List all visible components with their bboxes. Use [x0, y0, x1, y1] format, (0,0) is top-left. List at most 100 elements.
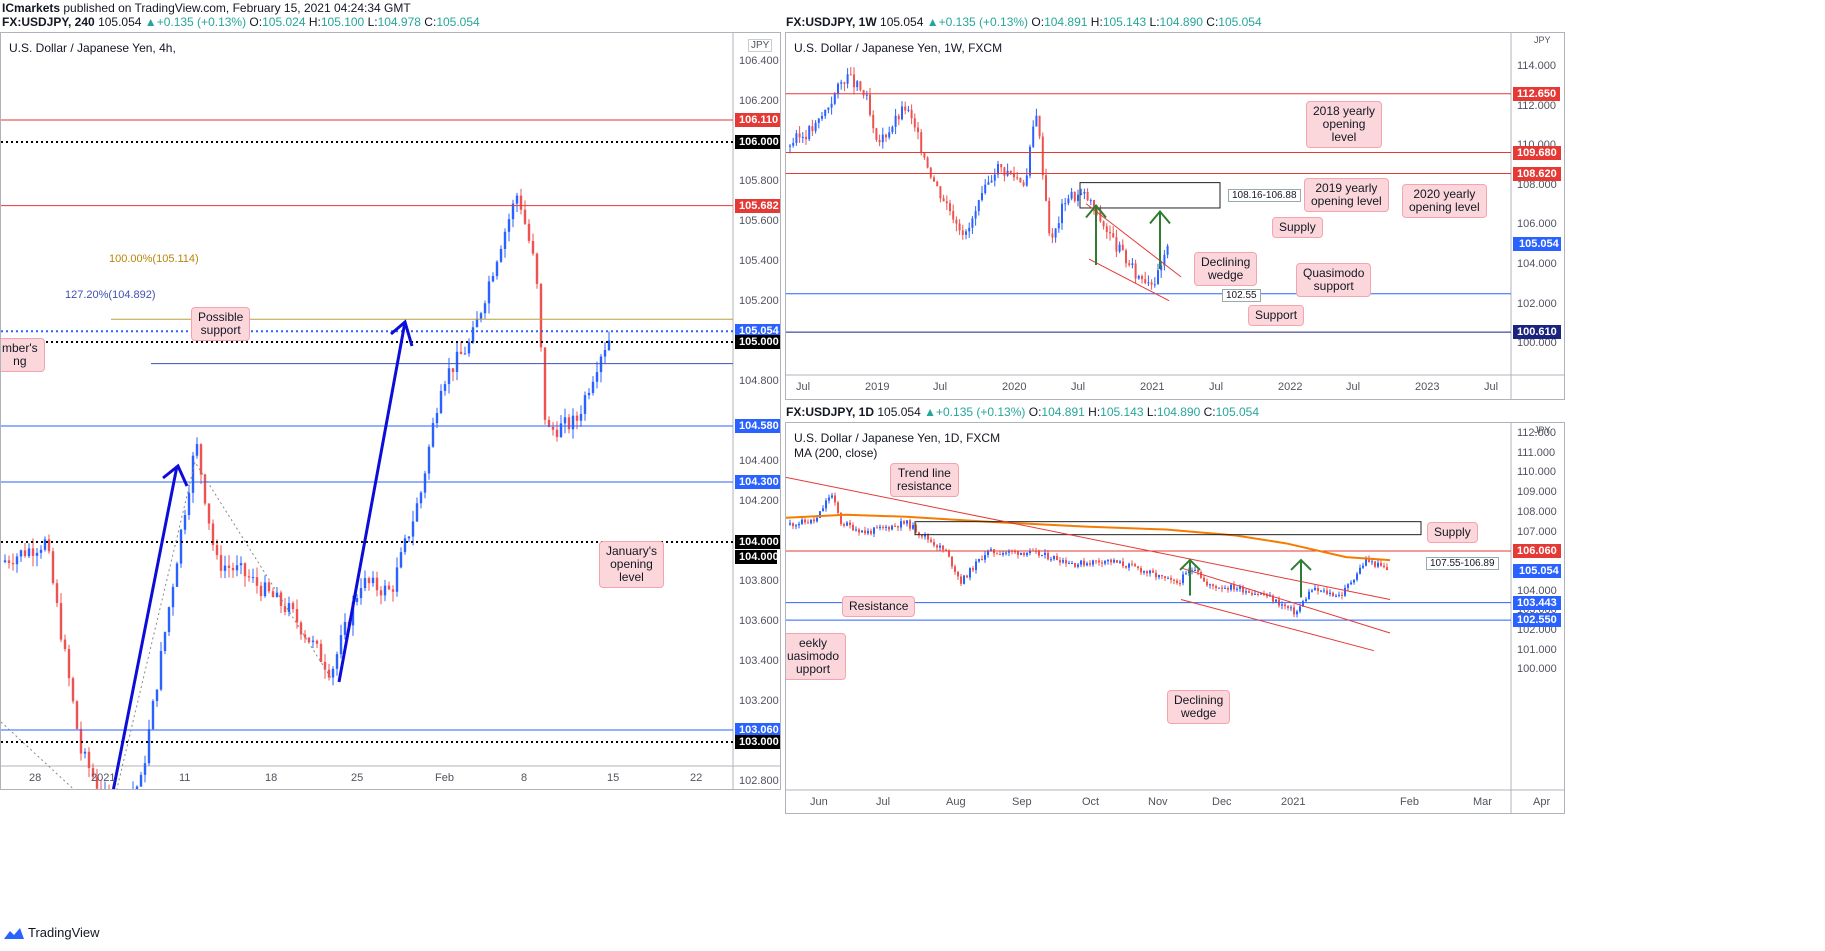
candle-body: [996, 553, 998, 555]
candle-body: [1158, 575, 1160, 578]
candle-body: [969, 568, 971, 578]
candle-body: [974, 211, 977, 219]
candle-body: [903, 521, 905, 524]
candle-body: [822, 508, 824, 512]
y-tick-label: 107.000: [1517, 525, 1557, 538]
candle-body: [843, 524, 845, 526]
candle-body: [965, 231, 967, 235]
candle-body: [431, 423, 435, 447]
candle-body: [891, 525, 893, 530]
quasimodo-label: 102.55: [1222, 289, 1261, 302]
price-tag: 104.000: [735, 550, 779, 564]
candle-body: [355, 598, 359, 602]
chart-title: U.S. Dollar / Japanese Yen, 4h,: [9, 41, 176, 55]
x-tick-label: Jul: [876, 796, 891, 808]
y-tick-label: 102.800: [739, 775, 779, 787]
x-tick-label: 2021: [1140, 381, 1165, 393]
candle-body: [1056, 556, 1058, 561]
candle-body: [975, 561, 977, 570]
x-tick-label: Mar: [1473, 796, 1492, 808]
candle-body: [1248, 591, 1250, 593]
annotation-declining-wedge: Declining wedge: [1194, 252, 1258, 286]
candle-body: [1053, 556, 1055, 560]
candle-body: [1048, 200, 1051, 234]
candle-body: [999, 553, 1001, 555]
candle-body: [801, 136, 804, 138]
candle-body: [1150, 282, 1153, 285]
candle-body: [984, 554, 986, 560]
supply-zone-rect: [914, 521, 1422, 536]
candle-body: [183, 515, 187, 530]
candle-body: [939, 545, 941, 548]
candle-body: [63, 639, 67, 650]
price-tag: 105.682: [735, 198, 780, 213]
candle-body: [55, 583, 59, 604]
candle-body: [1153, 284, 1156, 286]
chart-daily[interactable]: U.S. Dollar / Japanese Yen, 1D, FXCM MA …: [785, 422, 1565, 814]
candle-body: [907, 109, 910, 111]
candle-body: [1200, 572, 1202, 578]
candle-body: [993, 174, 996, 181]
candle-body: [888, 132, 891, 138]
candle-body: [59, 603, 63, 640]
candle-body: [1119, 561, 1121, 563]
candle-body: [95, 776, 99, 789]
candle-body: [1284, 604, 1286, 607]
candle-body: [551, 426, 555, 430]
candle-body: [872, 114, 875, 129]
candle-body: [927, 534, 929, 540]
candle-body: [151, 701, 155, 730]
candle-body: [792, 523, 794, 527]
candle-body: [1064, 203, 1067, 205]
candle-body: [331, 668, 335, 678]
candle-body: [235, 565, 239, 571]
candle-body: [1020, 552, 1022, 555]
candle-body: [1045, 175, 1047, 201]
candle-body: [419, 492, 423, 504]
candle-body: [463, 353, 467, 355]
candle-body: [810, 519, 812, 524]
annotation-trend-resistance: Trend line resistance: [890, 463, 959, 497]
candle-body: [1197, 569, 1199, 573]
candle-body: [3, 560, 7, 562]
candle-body: [395, 567, 399, 592]
wedge-lower: [1180, 598, 1375, 652]
annotation-2018-opening: 2018 yearly opening level: [1306, 101, 1383, 148]
candle-body: [1102, 221, 1105, 227]
candle-body: [977, 200, 980, 212]
y-tick-label: 100.000: [1517, 663, 1557, 676]
candle-body: [459, 351, 463, 355]
chart-4h[interactable]: U.S. Dollar / Japanese Yen, 4h, JPY Poss…: [0, 32, 781, 790]
candle-body: [171, 586, 175, 608]
candle-body: [1242, 586, 1244, 593]
candle-body: [367, 578, 371, 584]
candle-body: [495, 261, 499, 277]
candle-body: [1146, 571, 1148, 574]
x-tick-label: Feb: [1400, 796, 1419, 808]
x-tick-label: 8: [521, 772, 528, 784]
candle-body: [1035, 115, 1038, 127]
candle-body: [363, 578, 367, 589]
x-tick-label: Oct: [1082, 796, 1100, 808]
candle-body: [879, 526, 881, 529]
candle-body: [955, 219, 958, 224]
candle-body: [1386, 567, 1388, 571]
tradingview-logo[interactable]: TradingView: [4, 925, 100, 940]
candle-body: [1121, 244, 1124, 251]
y-tick-label: 106.000: [1517, 218, 1557, 231]
candle-body: [575, 415, 579, 421]
candle-body: [855, 529, 857, 531]
candle-body: [1140, 568, 1142, 573]
candle-body: [1341, 594, 1343, 596]
candle-body: [415, 503, 419, 522]
x-tick-label: 18: [265, 772, 278, 784]
candle-body: [1050, 559, 1052, 561]
candle-body: [71, 678, 75, 702]
x-tick-label: 2023: [1415, 381, 1440, 393]
candle-body: [987, 182, 990, 185]
candle-body: [933, 177, 935, 182]
candle-body: [1290, 607, 1292, 609]
candle-body: [139, 774, 143, 787]
chart-weekly[interactable]: U.S. Dollar / Japanese Yen, 1W, FXCM JPY…: [785, 32, 1565, 400]
candle-body: [1026, 553, 1028, 556]
